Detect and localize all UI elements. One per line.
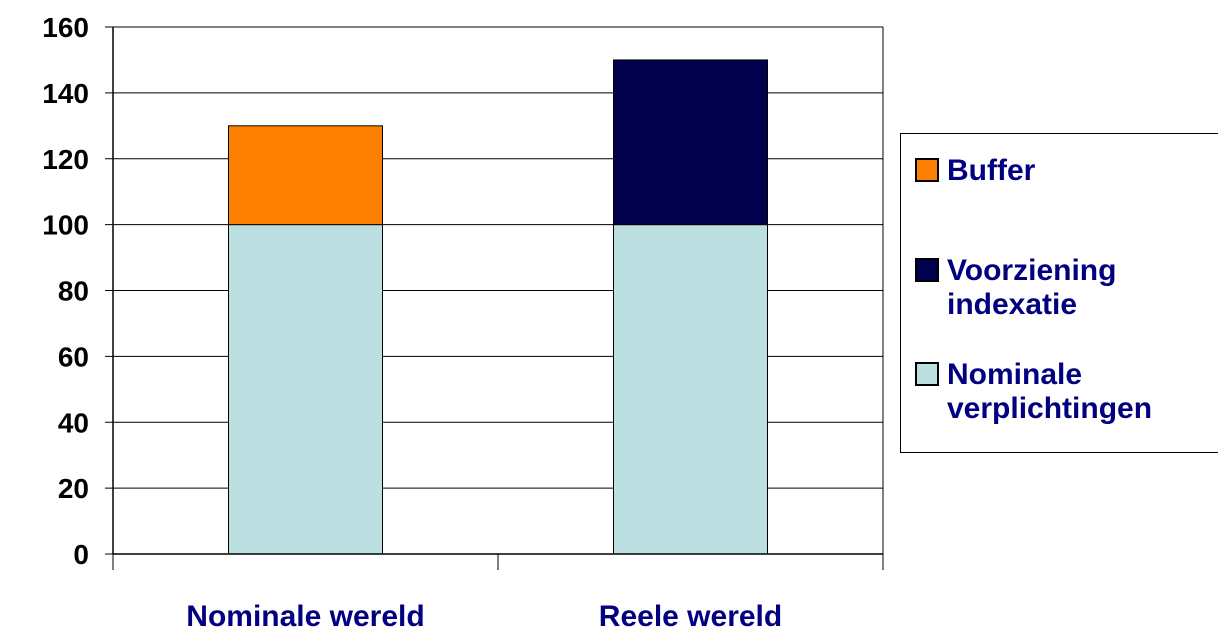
bar-nominale-verplichtingen — [613, 224, 768, 555]
y-tick-label: 0 — [73, 539, 89, 570]
x-category-label: Reele wereld — [599, 600, 782, 633]
chart-legend: Buffer Voorziening indexatie Nominale ve… — [900, 133, 1218, 453]
x-axis-category-labels: Nominale wereld Reele wereld — [186, 600, 782, 633]
bar-voorziening-indexatie — [613, 59, 768, 226]
y-tick-label: 160 — [42, 12, 89, 43]
y-tick-label: 80 — [58, 276, 89, 307]
legend-item-buffer: Buffer — [915, 154, 1035, 188]
bar-buffer — [228, 125, 383, 226]
x-category-label: Nominale wereld — [186, 600, 424, 633]
legend-label-nominale-verplichtingen: Nominale verplichtingen — [947, 358, 1153, 425]
y-axis-tick-labels: 0 20 40 60 80 100 120 140 160 — [42, 12, 89, 570]
bar-nominale-verplichtingen — [228, 224, 383, 555]
legend-swatch-voorziening-indexatie — [915, 258, 939, 282]
y-tick-label: 60 — [58, 341, 89, 372]
legend-swatch-nominale-verplichtingen — [915, 362, 939, 386]
y-tick-label: 120 — [42, 144, 89, 175]
y-tick-label: 140 — [42, 78, 89, 109]
legend-item-nominale-verplichtingen: Nominale verplichtingen — [915, 358, 1152, 426]
axes — [105, 26, 884, 570]
legend-item-voorziening-indexatie: Voorziening indexatie — [915, 254, 1116, 322]
bars — [228, 59, 768, 555]
y-tick-label: 100 — [42, 210, 89, 241]
legend-swatch-buffer — [915, 158, 939, 182]
legend-label-buffer: Buffer — [947, 154, 1036, 187]
legend-label-voorziening-indexatie: Voorziening indexatie — [947, 254, 1117, 321]
y-tick-label: 20 — [58, 473, 89, 504]
y-tick-label: 40 — [58, 407, 89, 438]
